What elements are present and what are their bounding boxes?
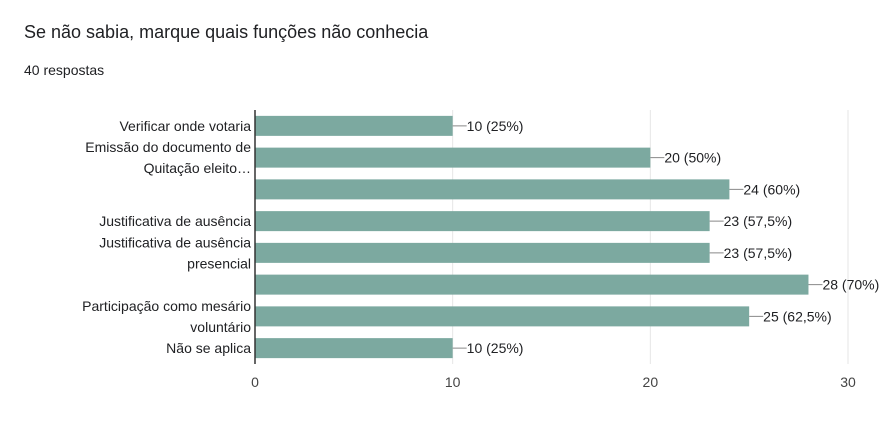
category-label: presencial [187, 255, 251, 271]
bar [255, 179, 730, 200]
category-label: Justificativa de ausência [99, 213, 251, 229]
x-tick-label: 0 [251, 374, 259, 390]
bar [255, 211, 710, 232]
data-label: 25 (62,5%) [763, 308, 831, 324]
data-label: 28 (70%) [822, 277, 879, 293]
x-tick-label: 30 [840, 374, 856, 390]
data-label: 24 (60%) [743, 181, 800, 197]
x-tick-label: 10 [445, 374, 461, 390]
bar [255, 115, 453, 136]
bar [255, 274, 809, 295]
category-label: Justificativa de ausência [99, 234, 251, 250]
category-label: voluntário [190, 319, 251, 335]
data-label: 23 (57,5%) [724, 213, 792, 229]
data-label: 23 (57,5%) [724, 245, 792, 261]
data-label: 10 (25%) [467, 118, 524, 134]
category-label: Quitação eleito… [144, 160, 251, 176]
response-count: 40 respostas [24, 62, 105, 78]
x-tick-label: 20 [643, 374, 659, 390]
data-label: 10 (25%) [467, 340, 524, 356]
bar [255, 242, 710, 263]
bar [255, 147, 651, 168]
category-label: Emissão do documento de [85, 139, 251, 155]
bar [255, 338, 453, 359]
category-label: Verificar onde votaria [119, 118, 251, 134]
category-label: Não se aplica [166, 340, 251, 356]
data-label: 20 (50%) [664, 150, 721, 166]
category-label: Participação como mesário [82, 298, 251, 314]
bar [255, 306, 750, 327]
chart-title: Se não sabia, marque quais funções não c… [24, 22, 429, 42]
